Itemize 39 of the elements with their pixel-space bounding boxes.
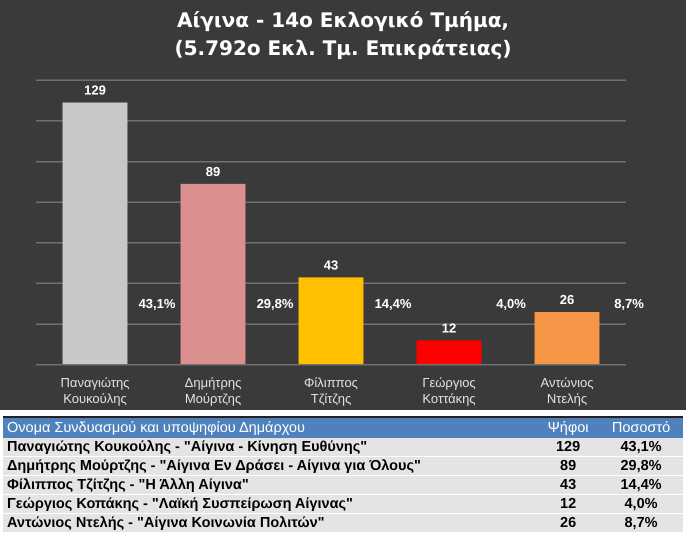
text: Γεώργιος Κοπάκης - "Λαϊκή Συσπείρωση Αίγινας"	[3, 494, 538, 514]
data-label: 89	[206, 164, 220, 179]
text: Φίλιππος Τζίτζης - "Η Άλλη Αίγινα"	[3, 476, 538, 494]
data-label: 43	[324, 257, 338, 272]
x-tick-label: Γεώργιος Κοττάκης	[422, 375, 476, 406]
text: 129	[537, 438, 600, 456]
text: 8,7%	[599, 514, 683, 532]
x-tick-label: Φίλιππος Τζίτζης	[304, 375, 358, 406]
chart-title: Αίγινα - 14ο Εκλογικό Τμήμα, (5.792ο Εκλ. Τμ. Επικράτειας)	[173, 7, 513, 62]
text: 89	[537, 456, 600, 476]
text: Ψήφοι	[537, 417, 600, 438]
text: 26	[537, 514, 600, 532]
annotation: 4,0%	[496, 296, 526, 311]
text: 14,4%	[599, 476, 683, 494]
x-tick-label: Δημήτρης Μούρτζης	[184, 375, 242, 406]
bar	[180, 184, 246, 364]
annotation: 29,8%	[256, 296, 294, 311]
bar	[534, 312, 600, 364]
x-tick-label: Αντώνιος Ντελής	[540, 375, 594, 406]
text: Παναγιώτης Κουκούλης - "Αίγινα - Κίνηση Ευθύνης"	[3, 438, 538, 456]
bar	[62, 102, 128, 364]
text: Ονομα Συνδυασμού και υποψηφίου Δημάρχου	[3, 417, 538, 438]
bar	[298, 277, 364, 364]
annotation: 14,4%	[374, 296, 412, 311]
bar	[416, 340, 482, 364]
data-label: 12	[442, 320, 456, 336]
annotation: 43,1%	[138, 296, 176, 311]
text: Δημήτρης Μούρτζης - "Αίγινα Εν Δράσει - Αίγινα για Όλους"	[3, 456, 538, 476]
text: 43	[537, 476, 600, 494]
text: Ποσοστό	[599, 417, 683, 438]
text: 29,8%	[599, 456, 683, 476]
text: Αντώνιος Ντελής - "Αίγινα Κοινωνία Πολιτών"	[3, 514, 538, 532]
text: 12	[537, 494, 600, 514]
text: 43,1%	[599, 438, 683, 456]
data-label: 129	[84, 82, 106, 98]
annotation: 8,7%	[614, 296, 644, 311]
data-label: 26	[560, 292, 574, 307]
x-tick-label: Παναγιώτης Κουκούλης	[60, 375, 130, 406]
text: 4,0%	[599, 494, 683, 514]
